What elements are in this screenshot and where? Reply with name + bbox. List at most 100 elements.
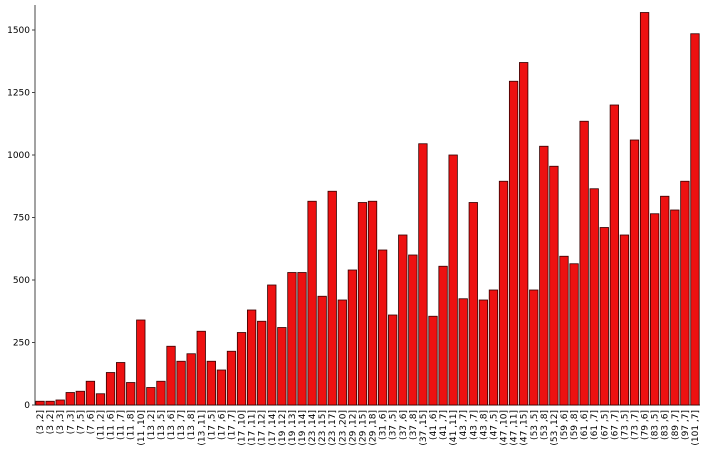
bar <box>629 139 640 406</box>
bar <box>579 120 589 406</box>
y-tick-label: 750 <box>13 214 30 224</box>
x-tick-label: (43 ,7] <box>459 410 469 440</box>
bar <box>690 33 700 406</box>
bar <box>95 393 106 406</box>
x-tick-label: (47 ,15] <box>520 410 530 446</box>
x-tick-label: (59 ,8] <box>570 410 580 440</box>
bar <box>136 319 146 406</box>
x-tick-label: (17 ,11] <box>248 410 258 446</box>
x-tick-label: (37 ,6] <box>399 410 409 440</box>
bar <box>105 372 116 406</box>
bar <box>55 399 65 406</box>
y-tick-label: 500 <box>13 276 30 286</box>
x-tick-label: (3 ,2] <box>36 410 46 434</box>
x-tick-label: (29 ,18] <box>369 410 379 446</box>
bar <box>45 400 55 406</box>
bar <box>388 314 398 406</box>
bar <box>186 353 196 406</box>
bar <box>85 380 96 406</box>
x-tick-label: (3 ,2] <box>46 410 56 434</box>
x-tick-label: (97 ,7] <box>681 410 691 440</box>
bar <box>660 195 670 406</box>
bar <box>539 145 549 406</box>
bar <box>478 299 489 406</box>
x-tick-label: (3 ,3] <box>56 410 66 434</box>
bar <box>609 104 619 406</box>
bar <box>176 360 186 406</box>
x-tick-label: (19 ,13] <box>288 410 298 446</box>
bar <box>287 272 297 406</box>
bar <box>639 12 650 406</box>
x-tick-label: (13 ,5] <box>157 410 167 440</box>
bar <box>650 213 660 406</box>
bar <box>519 62 529 406</box>
x-tick-label: (23 ,20] <box>338 410 348 446</box>
bar <box>549 165 559 406</box>
x-tick-label: (101 ,7] <box>691 410 701 446</box>
x-tick-label: (37 ,5] <box>389 410 399 440</box>
bar <box>438 265 448 406</box>
x-tick-label: (11 ,10] <box>137 410 147 446</box>
bar <box>146 387 156 406</box>
bar <box>236 332 247 406</box>
bar <box>448 154 458 406</box>
x-tick-label: (17 ,10] <box>238 410 248 446</box>
x-tick-label: (47 ,5] <box>489 410 499 440</box>
bar <box>277 327 287 406</box>
bar <box>498 180 509 406</box>
bar <box>599 227 609 406</box>
x-tick-label: (47 ,10] <box>500 410 510 446</box>
x-tick-label: (11 ,2] <box>96 410 106 440</box>
bar <box>357 202 368 406</box>
x-tick-label: (73 ,5] <box>620 410 630 440</box>
x-tick-label: (11 ,7] <box>117 410 127 440</box>
x-tick-label: (59 ,6] <box>560 410 570 440</box>
bar <box>589 188 599 406</box>
y-tick-label: 250 <box>13 339 30 349</box>
bar <box>559 255 569 406</box>
bar <box>257 320 267 406</box>
x-tick-label: (11 ,8] <box>127 410 137 440</box>
bar <box>307 200 317 406</box>
x-tick-label: (53 ,12] <box>550 410 560 446</box>
x-tick-label: (23 ,14] <box>308 410 318 446</box>
x-tick-label: (17 ,12] <box>258 410 268 446</box>
y-tick-label: 1500 <box>7 26 30 36</box>
x-tick-label: (7 ,5] <box>76 410 86 434</box>
x-tick-label: (23 ,15] <box>318 410 328 446</box>
x-tick-label: (13 ,8] <box>187 410 197 440</box>
bar <box>488 289 499 406</box>
bar <box>327 190 337 406</box>
bar <box>246 309 257 406</box>
x-tick-label: (19 ,12] <box>278 410 288 446</box>
x-tick-label: (29 ,12] <box>348 410 358 446</box>
x-tick-label: (17 ,7] <box>227 410 237 440</box>
x-tick-label: (83 ,6] <box>661 410 671 440</box>
bar <box>347 269 358 406</box>
bar <box>619 234 630 406</box>
bar <box>226 350 237 406</box>
bar <box>65 392 75 406</box>
x-tick-label: (43 ,8] <box>479 410 489 440</box>
bar <box>156 380 166 406</box>
x-tick-label: (23 ,17] <box>328 410 338 446</box>
bar <box>367 200 378 406</box>
bar <box>267 284 277 406</box>
bar <box>508 80 519 406</box>
x-tick-label: (41 ,6] <box>429 410 439 440</box>
x-tick-label: (37 ,8] <box>409 410 419 440</box>
x-tick-label: (31 ,6] <box>379 410 389 440</box>
bar <box>529 289 539 406</box>
bar <box>680 180 690 406</box>
x-tick-label: (83 ,5] <box>651 410 661 440</box>
bar <box>206 360 216 406</box>
bar <box>297 272 307 406</box>
y-tick-label: 0 <box>24 401 30 411</box>
x-tick-label: (7 ,6] <box>86 410 96 434</box>
x-tick-label: (43 ,7] <box>469 410 479 440</box>
bar <box>569 263 579 406</box>
bar <box>216 369 227 406</box>
x-tick-label: (19 ,14] <box>298 410 308 446</box>
bar <box>377 249 388 406</box>
